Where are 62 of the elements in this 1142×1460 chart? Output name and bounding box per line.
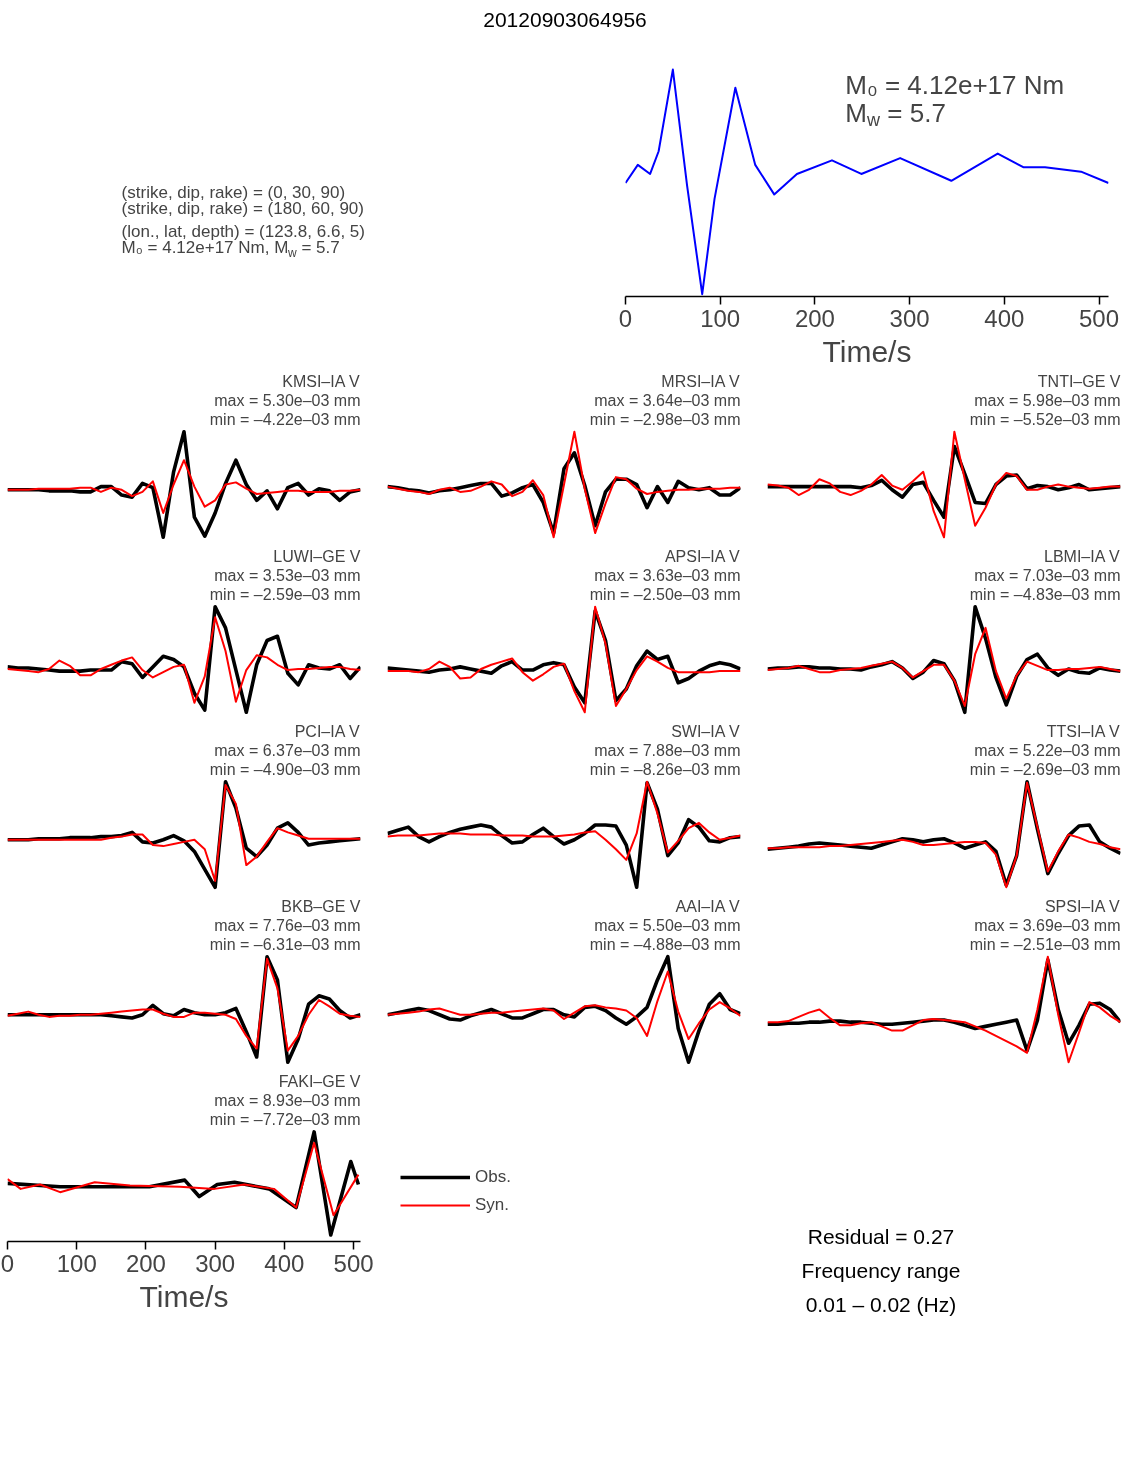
chart-title: 20120903064956 — [483, 7, 647, 33]
text: (lon., lat, depth) = (123.8, 6.6, 5) — [121, 222, 365, 242]
text: min = –2.98e–03 mm — [589, 410, 741, 428]
text: max = 7.76e–03 mm — [214, 916, 361, 934]
x-axis-title: Time/s — [139, 1279, 229, 1313]
chart-title: KMSI–IA V — [282, 372, 360, 390]
x-tick-label: 200 — [125, 1249, 166, 1277]
x-tick-label: 400 — [984, 304, 1025, 332]
text: max = 5.30e–03 mm — [214, 391, 361, 409]
x-tick-label: 0 — [0, 1249, 15, 1277]
chart-title: SWI–IA V — [671, 722, 740, 740]
text: min = –4.88e–03 mm — [589, 935, 741, 953]
x-tick-label: 500 — [1079, 304, 1120, 332]
x-tick-label: 200 — [794, 304, 835, 332]
text: Residual = 0.27 — [807, 1225, 955, 1248]
chart-title: LBMI–IA V — [1044, 547, 1120, 565]
text: max = 5.50e–03 mm — [594, 916, 741, 934]
text: min = –2.59e–03 mm — [209, 585, 361, 603]
x-tick-label: 0 — [618, 304, 633, 332]
x-tick-label: 100 — [700, 304, 741, 332]
text: 0.01 – 0.02 (Hz) — [805, 1293, 957, 1316]
text: min = –4.22e–03 mm — [209, 410, 361, 428]
chart-title: BKB–GE V — [281, 897, 361, 915]
chart-title: TNTI–GE V — [1037, 372, 1121, 390]
x-axis-title: Time/s — [822, 334, 912, 368]
text: max = 3.63e–03 mm — [594, 566, 741, 584]
legend-label: Syn. — [475, 1195, 510, 1215]
x-tick-label: 500 — [333, 1249, 374, 1277]
text: max = 8.93e–03 mm — [214, 1091, 361, 1109]
text: min = –2.50e–03 mm — [589, 585, 741, 603]
text: max = 6.37e–03 mm — [214, 741, 361, 759]
text: min = –5.52e–03 mm — [969, 410, 1121, 428]
text: max = 5.22e–03 mm — [974, 741, 1121, 759]
text: min = –4.90e–03 mm — [209, 760, 361, 778]
chart-title: FAKI–GE V — [278, 1072, 361, 1090]
x-tick-label: 300 — [195, 1249, 236, 1277]
text: min = –4.83e–03 mm — [969, 585, 1121, 603]
annotation: M₀ = 4.12e+17 Nm — [845, 70, 1065, 101]
text: min = –2.69e–03 mm — [969, 760, 1121, 778]
text: min = –2.51e–03 mm — [969, 935, 1121, 953]
text: max = 7.03e–03 mm — [974, 566, 1121, 584]
text: max = 7.88e–03 mm — [594, 741, 741, 759]
chart-title: TTSI–IA V — [1046, 722, 1120, 740]
x-tick-label: 100 — [56, 1249, 97, 1277]
text: (strike, dip, rake) = (0, 30, 90) — [121, 183, 346, 203]
text: max = 3.53e–03 mm — [214, 566, 361, 584]
chart-title: SPSI–IA V — [1044, 897, 1120, 915]
text: Frequency range — [801, 1259, 961, 1282]
text: max = 5.98e–03 mm — [974, 391, 1121, 409]
chart-title: PCI–IA V — [294, 722, 360, 740]
chart-title: APSI–IA V — [664, 547, 740, 565]
legend-label: Obs. — [475, 1167, 511, 1187]
text: min = –7.72e–03 mm — [209, 1110, 361, 1128]
text: max = 3.69e–03 mm — [974, 916, 1121, 934]
chart-title: AAI–IA V — [675, 897, 740, 915]
x-tick-label: 300 — [889, 304, 930, 332]
text: min = –8.26e–03 mm — [589, 760, 741, 778]
x-tick-label: 400 — [264, 1249, 305, 1277]
text: min = –6.31e–03 mm — [209, 935, 361, 953]
chart-title: MRSI–IA V — [661, 372, 740, 390]
chart-title: LUWI–GE V — [273, 547, 361, 565]
text: max = 3.64e–03 mm — [594, 391, 741, 409]
